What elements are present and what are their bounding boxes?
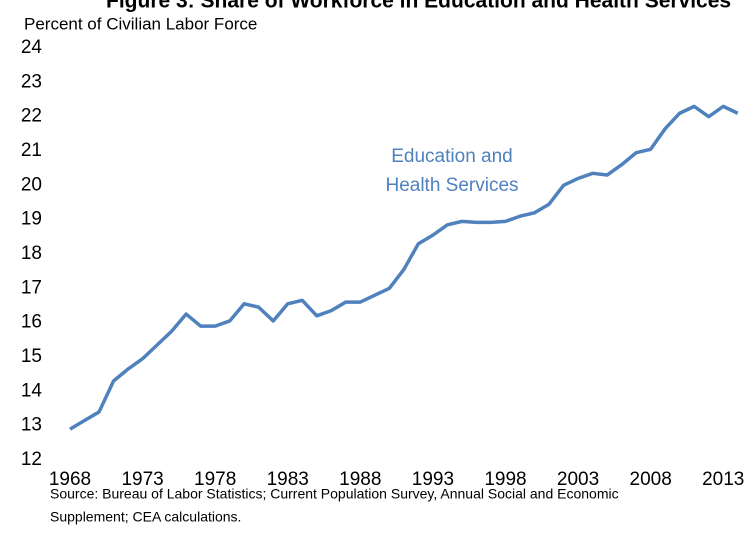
x-tick-label: 1993 <box>412 469 454 490</box>
data-line <box>69 104 739 431</box>
y-tick-label: 20 <box>21 174 42 195</box>
y-tick-label: 23 <box>21 71 42 92</box>
x-tick-label: 2013 <box>702 469 744 490</box>
y-tick-label: 19 <box>21 209 42 230</box>
y-tick-label: 16 <box>21 312 42 333</box>
x-tick-label: 1988 <box>339 469 381 490</box>
x-tick-label: 1968 <box>49 469 91 490</box>
x-tick-label: 1998 <box>484 469 526 490</box>
x-tick-label: 2003 <box>557 469 599 490</box>
y-tick-label: 13 <box>21 415 42 436</box>
y-tick-label: 12 <box>21 449 42 470</box>
y-tick-label: 24 <box>21 37 43 58</box>
annotation: Health Services <box>385 175 518 196</box>
y-tick-label: 15 <box>21 346 42 367</box>
source-note: Supplement; CEA calculations. <box>50 509 241 525</box>
x-tick-label: 1983 <box>267 469 309 490</box>
chart-title: Figure 3: Share of Workforce in Educatio… <box>106 0 731 13</box>
y-axis-label: Percent of Civilian Labor Force <box>24 14 257 33</box>
x-tick-label: 2008 <box>630 469 672 490</box>
y-tick-label: 18 <box>21 243 42 264</box>
annotation: Education and <box>391 146 513 167</box>
source-note: Source: Bureau of Labor Statistics; Curr… <box>50 486 619 502</box>
x-tick-label: 1978 <box>194 469 236 490</box>
y-tick-label: 22 <box>21 106 42 127</box>
y-tick-label: 17 <box>21 277 42 298</box>
x-tick-label: 1973 <box>121 469 163 490</box>
y-tick-label: 21 <box>21 140 42 161</box>
y-tick-label: 14 <box>21 380 43 401</box>
